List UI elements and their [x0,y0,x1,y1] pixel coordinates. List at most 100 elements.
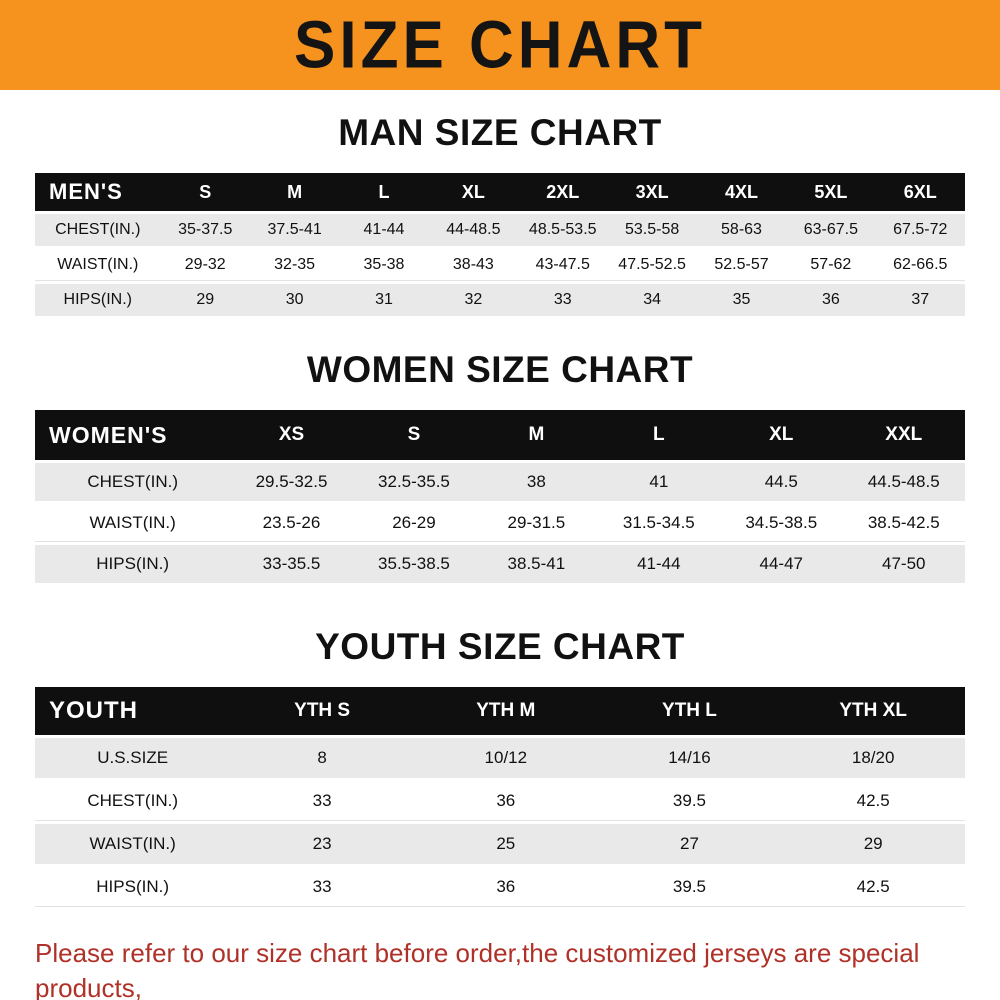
table-row: WAIST(IN.) 23.5-26 26-29 29-31.5 31.5-34.5 34… [35,504,965,542]
size-value-cell: 37.5-41 [267,221,322,238]
row-label: HIPS(IN.) [63,291,132,308]
size-value-cell: 32 [464,291,483,308]
size-value-cell: 39.5 [597,867,782,907]
size-value-cell: 29-31.5 [475,504,598,542]
size-value-cell: 33 [230,781,414,821]
table-row: WAIST(IN.) 23 25 27 29 [35,824,965,864]
table-corner-label: WOMEN'S [35,410,231,460]
table-row: CHEST(IN.) 29.5-32.5 32.5-35.5 38 41 44.5 44.5… [35,463,965,501]
size-value-cell: 41-44 [363,221,405,238]
size-value-cell: 36 [413,867,598,907]
size-value-cell: 42.5 [781,867,965,907]
column-header: S [160,173,250,211]
table-row: CHEST(IN.) 35-37.5 37.5-41 41-44 44-48.5 48.5… [35,214,965,246]
size-value-cell: 32.5-35.5 [378,472,450,491]
column-header: YTH XL [781,687,965,735]
size-value-cell: 25 [496,834,516,853]
banner: SIZE CHART [0,0,1000,90]
row-label: HIPS(IN.) [35,867,231,907]
size-value-cell: 33 [553,291,572,308]
size-value-cell: 67.5-72 [893,221,948,238]
size-value-cell: 39.5 [597,781,782,821]
size-value-cell: 47-50 [882,554,926,573]
size-value-cell: 35-38 [339,249,429,281]
size-value-cell: 43-47.5 [518,249,608,281]
size-value-cell: 44-48.5 [446,221,501,238]
table-header-row: WOMEN'S XS S M L XL XXL [35,410,965,460]
row-label: U.S.SIZE [97,748,169,767]
size-value-cell: 44.5 [764,472,798,491]
size-value-cell: 29 [196,291,215,308]
column-header: 2XL [518,173,608,211]
size-value-cell: 47.5-52.5 [607,249,697,281]
size-value-cell: 35.5-38.5 [378,554,450,573]
size-value-cell: 58-63 [721,221,762,238]
size-value-cell: 33 [230,867,414,907]
column-header: YTH M [413,687,598,735]
size-value-cell: 41 [649,472,669,491]
table-header-row: YOUTH YTH S YTH M YTH L YTH XL [35,687,965,735]
column-header: L [339,173,429,211]
column-header: M [249,173,340,211]
table-corner-label: YOUTH [35,687,231,735]
size-value-cell: 32-35 [249,249,340,281]
women-section-heading: WOMEN SIZE CHART [306,349,694,390]
size-value-cell: 41-44 [637,554,681,573]
disclaimer-line-1: Please refer to our size chart before or… [35,938,920,1000]
women-size-table: WOMEN'S XS S M L XL XXL CHEST(IN.) 29.5-32.5 32.5… [35,407,965,586]
size-value-cell: 31.5-34.5 [597,504,721,542]
size-value-cell: 48.5-53.5 [528,221,597,238]
row-label: WAIST(IN.) [35,504,231,542]
size-value-cell: 37 [911,291,930,308]
table-row: HIPS(IN.) 29 30 31 32 33 34 35 36 37 [35,284,965,316]
table-row: HIPS(IN.) 33 36 39.5 42.5 [35,867,965,907]
size-value-cell: 38-43 [428,249,519,281]
size-charts: MAN SIZE CHART MEN'S S M L XL 2XL 3XL 4XL 5XL 6XL… [0,112,1000,910]
row-label: HIPS(IN.) [96,554,170,573]
row-label: WAIST(IN.) [89,834,176,853]
size-value-cell: 38.5-41 [507,554,566,573]
men-size-table: MEN'S S M L XL 2XL 3XL 4XL 5XL 6XL CHEST(IN.) 35-37… [35,170,965,319]
column-header: M [475,410,598,460]
youth-size-section: YOUTH SIZE CHART YOUTH YTH S YTH M YTH L YTH… [35,626,965,910]
table-header-row: MEN'S S M L XL 2XL 3XL 4XL 5XL 6XL [35,173,965,211]
size-value-cell: 52.5-57 [696,249,787,281]
table-row: U.S.SIZE 8 10/12 14/16 18/20 [35,738,965,778]
column-header: XL [720,410,843,460]
size-value-cell: 36 [821,291,840,308]
size-value-cell: 27 [680,834,699,853]
size-value-cell: 31 [375,291,393,308]
size-value-cell: 62-66.5 [875,249,965,281]
row-label: CHEST(IN.) [87,472,178,491]
column-header: YTH S [230,687,414,735]
column-header: YTH L [597,687,782,735]
size-value-cell: 44-47 [759,554,803,573]
size-value-cell: 8 [317,748,327,767]
row-label: CHEST(IN.) [55,221,141,238]
women-size-section: WOMEN SIZE CHART WOMEN'S XS S M L XL XXL CHEST(… [35,349,965,586]
size-value-cell: 29.5-32.5 [255,472,328,491]
column-header: L [597,410,721,460]
size-value-cell: 33-35.5 [262,554,321,573]
size-value-cell: 34.5-38.5 [720,504,843,542]
column-header: XL [428,173,519,211]
size-value-cell: 26-29 [352,504,476,542]
table-row: HIPS(IN.) 33-35.5 35.5-38.5 38.5-41 41-44 44-… [35,545,965,583]
column-header: 6XL [875,173,965,211]
table-row: WAIST(IN.) 29-32 32-35 35-38 38-43 43-47.5 47.… [35,249,965,281]
size-value-cell: 38 [526,472,546,491]
size-value-cell: 10/12 [484,748,528,767]
men-size-section: MAN SIZE CHART MEN'S S M L XL 2XL 3XL 4XL 5XL 6XL… [35,112,965,319]
size-value-cell: 42.5 [781,781,965,821]
size-value-cell: 18/20 [851,748,895,767]
size-value-cell: 30 [285,291,304,308]
column-header: XXL [842,410,965,460]
column-header: 3XL [607,173,697,211]
youth-section-heading: YOUTH SIZE CHART [315,626,685,667]
men-section-heading: MAN SIZE CHART [338,112,662,153]
size-value-cell: 34 [643,291,661,308]
size-value-cell: 63-67.5 [803,221,858,238]
table-row: CHEST(IN.) 33 36 39.5 42.5 [35,781,965,821]
column-header: 5XL [786,173,876,211]
size-value-cell: 35 [732,291,751,308]
